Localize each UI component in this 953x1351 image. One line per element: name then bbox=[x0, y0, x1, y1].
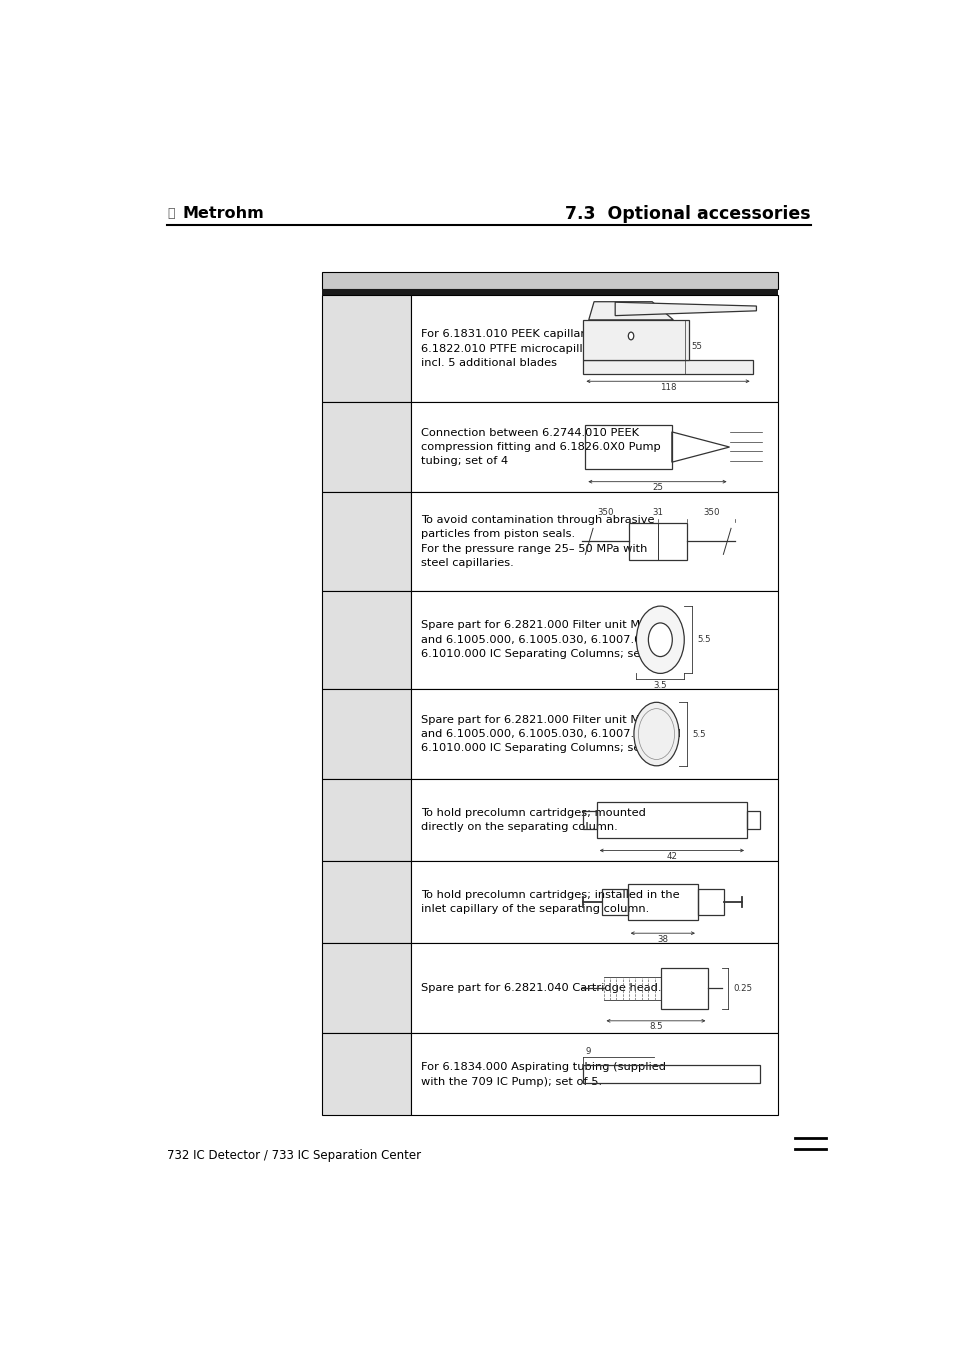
Text: 3.5: 3.5 bbox=[653, 681, 666, 690]
Polygon shape bbox=[615, 303, 756, 316]
Bar bbox=[410, 780, 778, 861]
Bar bbox=[322, 403, 410, 492]
Bar bbox=[410, 492, 778, 590]
Text: 732 IC Detector / 733 IC Separation Center: 732 IC Detector / 733 IC Separation Cent… bbox=[167, 1148, 421, 1162]
Text: 5.5: 5.5 bbox=[692, 730, 705, 739]
Bar bbox=[627, 884, 698, 920]
Text: 55: 55 bbox=[690, 342, 701, 351]
Bar bbox=[410, 403, 778, 492]
Text: For 6.1834.000 Aspirating tubing (supplied
with the 709 IC Pump); set of 5.: For 6.1834.000 Aspirating tubing (suppli… bbox=[421, 1062, 666, 1086]
Circle shape bbox=[636, 607, 683, 673]
Bar bbox=[660, 967, 708, 1009]
Text: 7.3  Optional accessories: 7.3 Optional accessories bbox=[564, 205, 810, 223]
Text: 42: 42 bbox=[666, 852, 677, 861]
Text: ⚿: ⚿ bbox=[167, 207, 174, 220]
Bar bbox=[322, 780, 410, 861]
Bar bbox=[322, 590, 410, 689]
Bar bbox=[322, 296, 410, 403]
Bar bbox=[410, 861, 778, 943]
Text: Spare part for 6.2821.040 Cartridge head.: Spare part for 6.2821.040 Cartridge head… bbox=[421, 984, 661, 993]
Text: 5.5: 5.5 bbox=[697, 635, 711, 644]
Bar bbox=[698, 889, 723, 915]
Circle shape bbox=[628, 332, 633, 340]
Bar bbox=[410, 689, 778, 780]
Text: To hold precolumn cartridges; mounted
directly on the separating column.: To hold precolumn cartridges; mounted di… bbox=[421, 808, 646, 832]
Text: Spare part for 6.2821.000 Filter unit Manufit
and 6.1005.000, 6.1005.030, 6.1007: Spare part for 6.2821.000 Filter unit Ma… bbox=[421, 620, 680, 659]
Bar bbox=[322, 492, 410, 590]
Bar bbox=[410, 1034, 778, 1116]
Polygon shape bbox=[588, 301, 673, 320]
Bar bbox=[410, 590, 778, 689]
Text: 38: 38 bbox=[657, 935, 668, 943]
Circle shape bbox=[633, 703, 679, 766]
Bar bbox=[583, 811, 597, 830]
Text: Metrohm: Metrohm bbox=[183, 207, 264, 222]
Text: 350: 350 bbox=[597, 508, 613, 517]
Text: 8.5: 8.5 bbox=[648, 1023, 662, 1031]
Text: 118: 118 bbox=[659, 384, 676, 392]
Bar bbox=[585, 426, 671, 469]
Bar bbox=[410, 296, 778, 403]
Text: 9: 9 bbox=[585, 1047, 590, 1055]
Bar bbox=[583, 361, 752, 374]
Bar bbox=[322, 689, 410, 780]
Text: 31: 31 bbox=[652, 508, 663, 517]
Bar bbox=[322, 289, 778, 296]
Text: To hold precolumn cartridges; installed in the
inlet capillary of the separating: To hold precolumn cartridges; installed … bbox=[421, 890, 679, 915]
Bar bbox=[601, 889, 627, 915]
Bar bbox=[628, 523, 687, 559]
Text: Connection between 6.2744.010 PEEK
compression fitting and 6.1826.0X0 Pump
tubin: Connection between 6.2744.010 PEEK compr… bbox=[421, 428, 660, 466]
Text: To avoid contamination through abrasive
particles from piston seals.
For the pre: To avoid contamination through abrasive … bbox=[421, 515, 655, 567]
Bar bbox=[322, 861, 410, 943]
Circle shape bbox=[648, 623, 672, 657]
Text: 0.25: 0.25 bbox=[733, 984, 752, 993]
Text: 350: 350 bbox=[702, 508, 719, 517]
Bar bbox=[746, 811, 760, 830]
Bar bbox=[322, 273, 778, 289]
Bar bbox=[583, 320, 688, 361]
Text: Spare part for 6.2821.000 Filter unit Manufit
and 6.1005.000, 6.1005.030, 6.1007: Spare part for 6.2821.000 Filter unit Ma… bbox=[421, 715, 680, 754]
Bar bbox=[597, 802, 746, 838]
Bar bbox=[583, 1066, 760, 1084]
Bar bbox=[322, 943, 410, 1034]
Text: For 6.1831.010 PEEK capillaries and
6.1822.010 PTFE microcapillaries
incl. 5 add: For 6.1831.010 PEEK capillaries and 6.18… bbox=[421, 330, 626, 367]
Bar bbox=[322, 1034, 410, 1116]
Bar bbox=[410, 943, 778, 1034]
Text: 25: 25 bbox=[651, 484, 662, 492]
